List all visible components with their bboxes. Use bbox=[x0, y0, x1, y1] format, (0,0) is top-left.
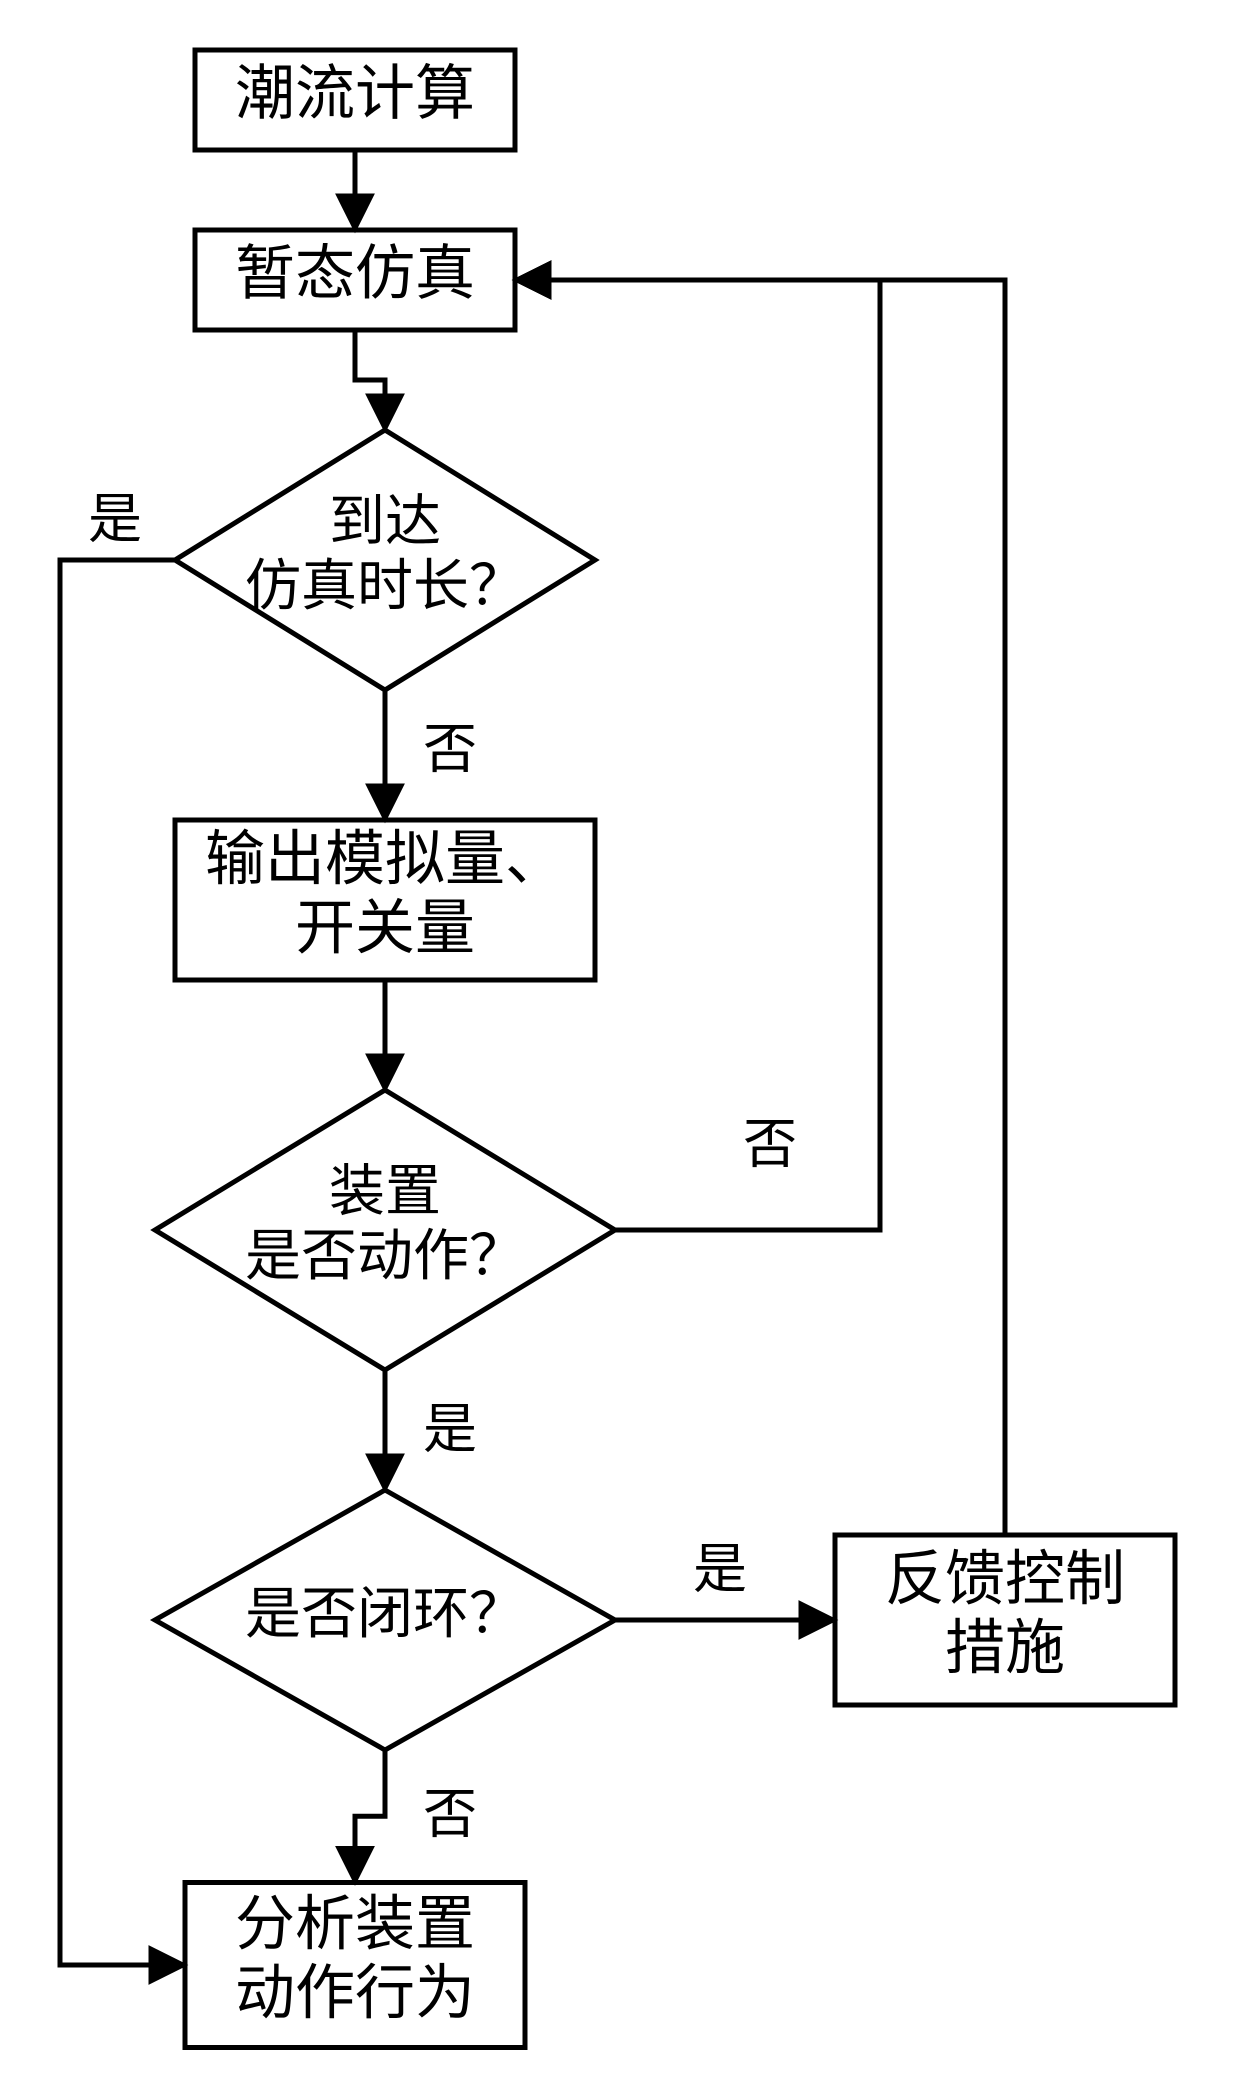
process-node: 反馈控制措施 bbox=[835, 1535, 1175, 1705]
process-node: 潮流计算 bbox=[195, 50, 515, 150]
node-label: 输出模拟量、 bbox=[205, 826, 565, 892]
edge-label: 否 bbox=[743, 1114, 797, 1174]
edge bbox=[355, 1750, 385, 1883]
node-label: 到达 bbox=[329, 492, 441, 554]
edge-label: 否 bbox=[423, 719, 477, 779]
decision-node: 到达仿真时长？ bbox=[175, 430, 595, 690]
edge-label: 是 bbox=[423, 1399, 477, 1459]
edge bbox=[355, 330, 385, 430]
node-label: 动作行为 bbox=[235, 1960, 475, 2026]
edge bbox=[515, 280, 880, 1230]
node-label: 是否动作？ bbox=[245, 1226, 525, 1288]
node-label: 是否闭环？ bbox=[245, 1584, 525, 1646]
decision-node: 是否闭环？ bbox=[155, 1490, 615, 1750]
node-label: 措施 bbox=[945, 1615, 1065, 1681]
edge bbox=[515, 280, 1005, 1535]
decision-node: 装置是否动作？ bbox=[155, 1090, 615, 1370]
node-label: 分析装置 bbox=[235, 1891, 475, 1957]
process-node: 暂态仿真 bbox=[195, 230, 515, 330]
node-label: 潮流计算 bbox=[235, 61, 475, 127]
edge-label: 是 bbox=[693, 1539, 747, 1599]
edge bbox=[60, 560, 185, 1965]
node-label: 暂态仿真 bbox=[235, 241, 475, 307]
node-label: 开关量 bbox=[295, 895, 475, 961]
edge-label: 是 bbox=[88, 489, 142, 549]
node-label: 仿真时长？ bbox=[245, 556, 525, 618]
node-label: 反馈控制 bbox=[885, 1546, 1125, 1612]
node-label: 装置 bbox=[329, 1162, 441, 1224]
process-node: 分析装置动作行为 bbox=[185, 1883, 525, 2048]
edge-label: 否 bbox=[423, 1784, 477, 1844]
process-node: 输出模拟量、开关量 bbox=[175, 820, 595, 980]
